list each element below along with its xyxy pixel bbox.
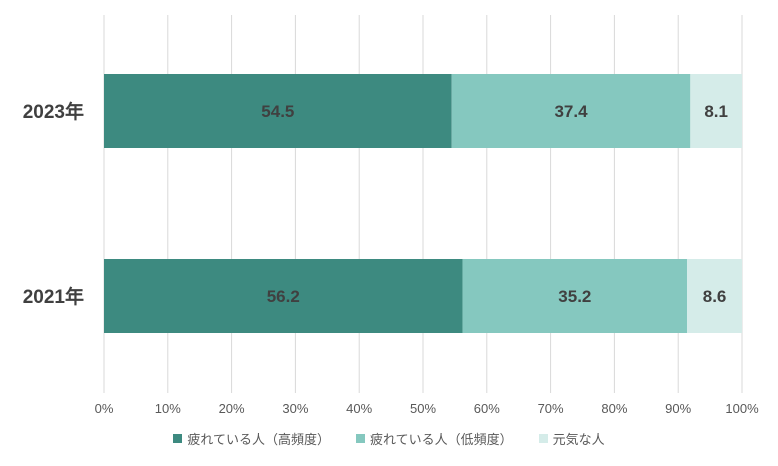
data-label: 35.2 (558, 287, 591, 306)
x-tick-label: 70% (538, 401, 564, 416)
legend-item: 疲れている人（高頻度） (173, 429, 330, 448)
category-label: 2021年 (23, 285, 84, 308)
bars (104, 74, 742, 333)
legend: 疲れている人（高頻度） 疲れている人（低頻度） 元気な人 (0, 429, 778, 448)
x-tick-label: 100% (725, 401, 759, 416)
legend-label: 元気な人 (552, 433, 605, 448)
legend-swatch (173, 434, 183, 443)
legend-item: 疲れている人（低頻度） (355, 429, 513, 448)
data-label: 54.5 (261, 102, 294, 121)
bar-segment (104, 259, 463, 333)
bar-segment (451, 74, 691, 148)
data-label: 37.4 (554, 102, 588, 121)
data-label: 56.2 (267, 287, 300, 306)
bar-segment (687, 259, 742, 333)
category-label: 2023年 (23, 100, 84, 123)
gridlines (103, 15, 743, 393)
legend-item: 元気な人 (538, 429, 605, 448)
data-labels: 54.5 37.4 8.1 56.2 35.2 8.6 (261, 102, 728, 306)
data-label: 8.1 (704, 102, 728, 121)
x-tick-label: 80% (601, 401, 627, 416)
x-tick-label: 30% (282, 401, 308, 416)
x-tick-label: 40% (346, 401, 372, 416)
data-label: 8.6 (703, 287, 727, 306)
x-tick-label: 10% (155, 401, 181, 416)
x-tick-label: 0% (95, 401, 114, 416)
legend-label: 疲れている人（低頻度） (369, 433, 513, 448)
legend-swatch (538, 434, 548, 443)
legend-label: 疲れている人（高頻度） (187, 433, 330, 448)
x-tick-label: 60% (474, 401, 500, 416)
legend-swatch (355, 434, 365, 443)
bar-segment (104, 74, 452, 148)
x-tick-label: 20% (219, 401, 245, 416)
bar-segment (462, 259, 688, 333)
x-tick-label: 50% (410, 401, 436, 416)
x-tick-label: 90% (665, 401, 691, 416)
x-axis: 0% 10% 20% 30% 40% 50% 60% 70% 80% 90% 100% (95, 401, 759, 416)
bar-segment (690, 74, 742, 148)
y-axis: 2023年 2021年 (23, 100, 84, 308)
